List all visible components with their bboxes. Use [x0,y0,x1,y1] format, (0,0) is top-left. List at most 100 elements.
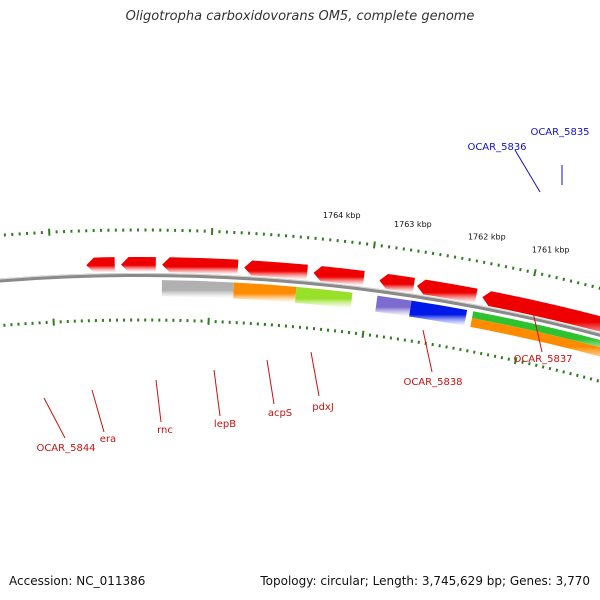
gene-label: OCAR_5838 [403,377,462,388]
scale-label: 1763 kbp [394,220,432,229]
gene-blocks [86,256,600,357]
minor-tick [486,353,490,357]
gene-label: OCAR_5837 [513,354,572,365]
minor-tick [591,284,594,289]
map-title: Oligotropha carboxidovorans OM5, complet… [125,9,475,24]
leader-line [422,329,433,373]
leader-line [531,307,543,353]
minor-tick [589,377,593,381]
gene-label-ocar_5844: OCAR_5844 [36,397,96,454]
gene-label-lepb: lepB [213,369,236,430]
minor-tick [466,349,469,353]
minor-tick [541,365,545,369]
cds-arrow-group [416,279,478,304]
cds-arrow [379,273,415,293]
leader-line [213,369,221,417]
minor-tick [473,350,476,354]
leader-line [155,379,162,423]
minor-tick [507,357,511,361]
minor-tick [569,279,573,283]
cds-arrow-group [244,260,308,280]
inner-tick-ring [3,317,600,383]
cds-arrow [121,256,156,273]
minor-tick [555,275,558,280]
major-tick [372,241,376,249]
genome-backbone-highlight [0,273,600,334]
leader-line [266,359,275,405]
minor-tick [555,368,559,372]
minor-tick [534,363,538,368]
minor-tick [596,379,600,383]
gene-block [161,280,234,299]
minor-tick [548,366,552,371]
gene-block-group [409,300,468,326]
cds-arrow-group [121,256,156,273]
gene-block-group [161,280,234,299]
minor-tick [493,354,497,358]
gene-label: rnc [157,425,173,436]
minor-tick [482,260,486,265]
cds-arrow [416,279,478,304]
gene-label: era [100,434,116,445]
minor-tick [504,264,508,269]
gene-label-ocar_5837: OCAR_5837 [513,307,573,365]
minor-tick [497,263,500,267]
gene-label: pdxJ [312,402,334,413]
minor-tick [459,347,462,352]
minor-tick [526,269,529,273]
minor-tick [569,371,572,376]
gene-label-era: era [91,389,116,445]
minor-tick [540,272,544,277]
cds-arrow-group [482,291,600,332]
scale-labels: 1757 kbp1758 kbp1759 kbp1760 kbp1761 kbp… [323,211,570,255]
gene-block [470,318,600,357]
gene-label-ocar_5838: OCAR_5838 [403,329,463,388]
minor-tick [575,373,579,378]
gene-label-rnc: rnc [155,379,173,436]
outer-tick-ring [3,227,600,290]
gene-block-group [470,318,600,357]
minor-tick [548,274,551,278]
minor-tick [468,258,471,262]
minor-tick [582,375,586,379]
scale-label: 1762 kbp [468,232,506,241]
minor-tick [475,259,479,263]
minor-tick [511,266,515,270]
cds-arrow-group [162,257,239,275]
genome-summary-text: Topology: circular; Length: 3,745,629 bp… [260,574,590,588]
gene-block [233,282,297,303]
gene-label-ocar_5836: OCAR_5836 [467,142,541,193]
cds-arrow-group [379,273,415,293]
minor-tick [445,345,448,349]
gene-label: acpS [268,408,292,419]
minor-tick [576,281,580,285]
gene-block-group [375,295,412,317]
scale-label: 1761 kbp [532,246,570,255]
minor-tick [453,255,457,259]
gene-block-group [295,286,353,309]
gene-labels: OCAR_5835 OCAR_5836 OCAR_5837 OCAR_5838 pdxJ… [36,127,589,454]
gene-label: OCAR_5835 [530,127,589,138]
minor-tick [500,356,504,360]
genome-backbone [0,273,600,337]
leader-line [514,149,541,193]
gene-block [409,300,468,326]
major-tick [361,330,365,338]
gene-block [471,311,600,348]
minor-tick [461,256,464,261]
leader-line [91,389,105,433]
scale-label: 1764 kbp [323,211,361,220]
gene-label-pdxj: pdxJ [310,351,334,413]
gene-label-acps: acpS [266,359,292,419]
minor-tick [562,370,566,374]
leader-line [43,397,66,439]
cds-arrow-group [86,257,115,273]
minor-tick [446,254,449,258]
leader-line [310,351,320,397]
major-tick [533,269,537,277]
cds-arrow [482,291,600,332]
minor-tick [490,262,493,266]
minor-tick [431,342,434,347]
